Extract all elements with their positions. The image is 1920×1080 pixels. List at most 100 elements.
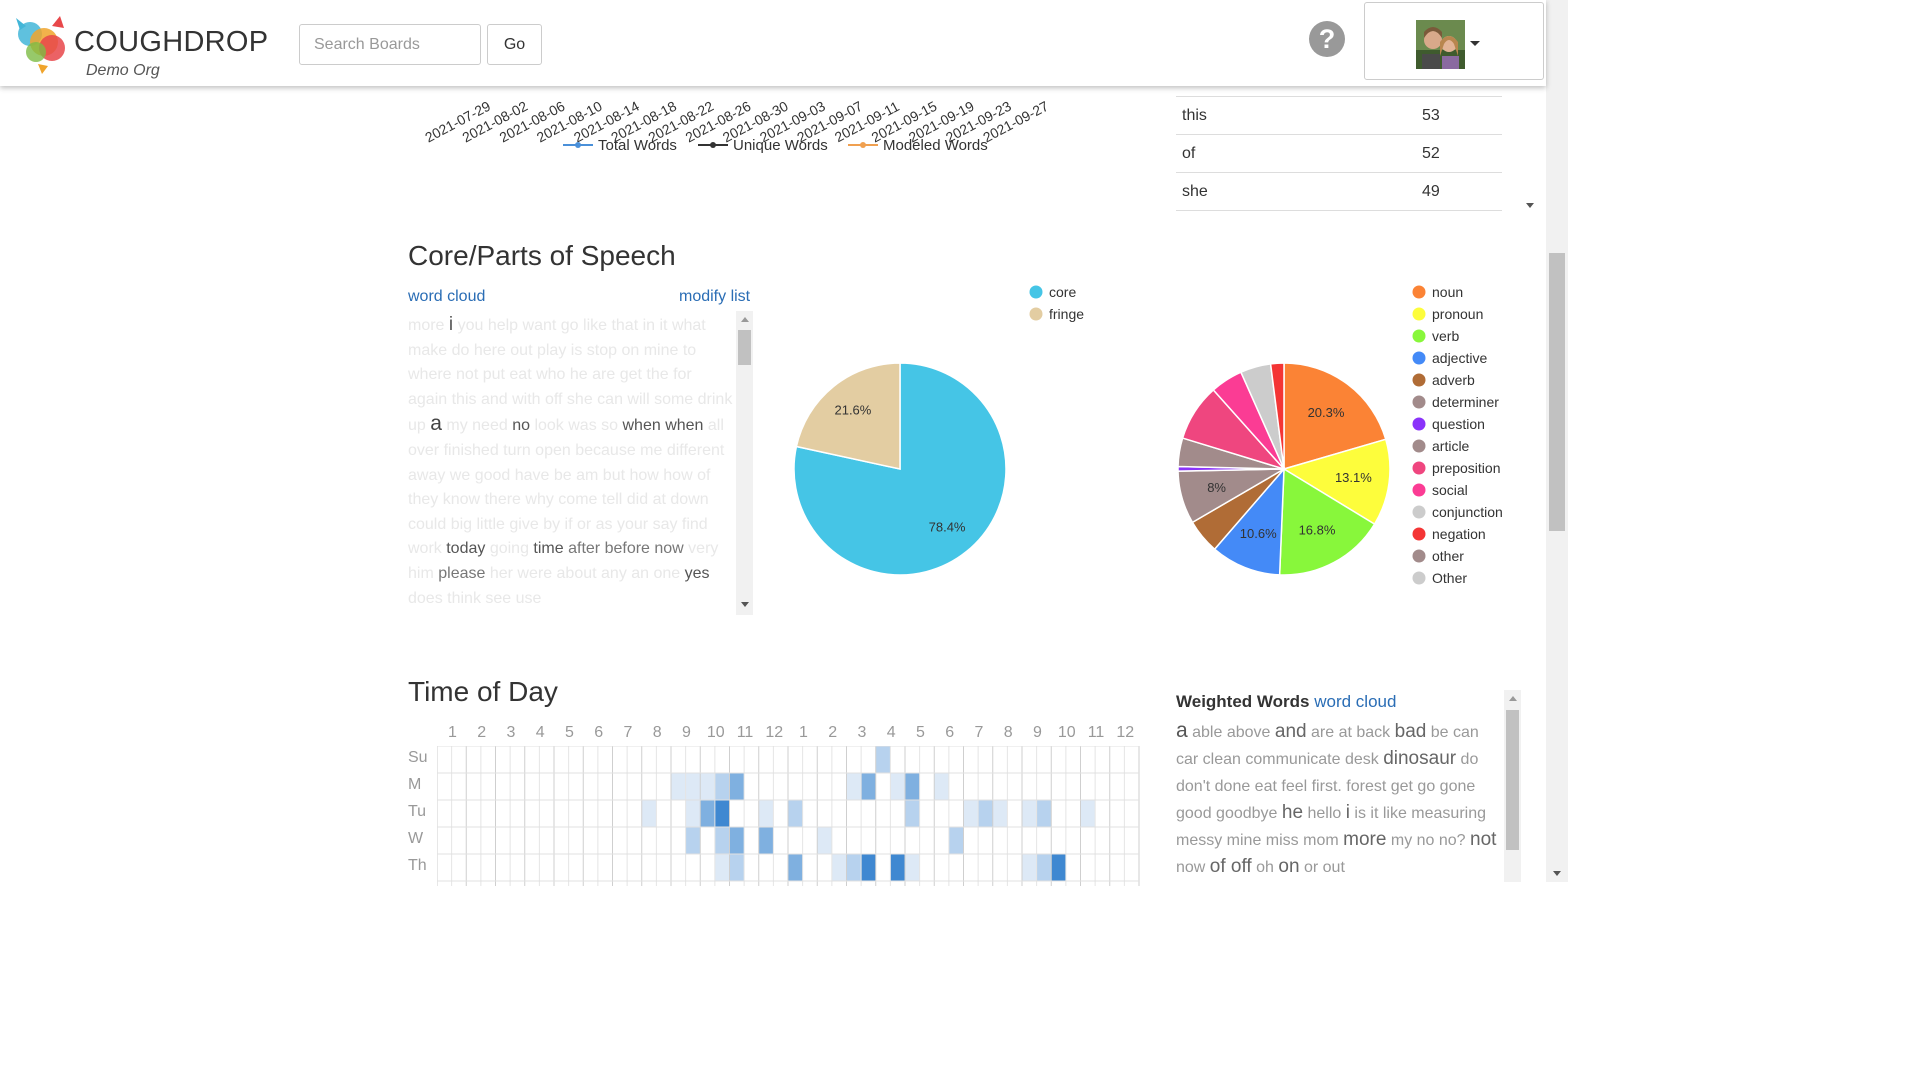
pie-slice-pronoun[interactable] xyxy=(1282,438,1391,526)
heatmap-cell[interactable] xyxy=(905,854,920,881)
cloud-scrollbar-thumb[interactable] xyxy=(738,330,751,365)
legend-core[interactable]: core xyxy=(1049,284,1076,300)
heatmap-cell[interactable] xyxy=(905,800,920,827)
heatmap-cell[interactable] xyxy=(700,773,715,800)
hour-label: 12 xyxy=(1116,724,1135,741)
heatmap-cell[interactable] xyxy=(758,827,774,854)
heatmap-cell[interactable] xyxy=(729,854,745,881)
legend-label[interactable]: Total Words xyxy=(598,137,677,154)
heatmap-cell[interactable] xyxy=(1080,800,1096,827)
legend-label[interactable]: Modeled Words xyxy=(883,137,988,154)
pie-slice-fringe[interactable] xyxy=(795,362,901,470)
legend-other[interactable]: Other xyxy=(1432,570,1467,586)
day-label: Tu xyxy=(408,803,427,820)
legend-label[interactable]: Unique Words xyxy=(733,137,828,154)
heatmap-cell[interactable] xyxy=(861,854,876,881)
question-circle-icon[interactable]: ? xyxy=(1309,21,1345,57)
pie-slice-adjective[interactable] xyxy=(1213,466,1285,576)
heatmap-cell[interactable] xyxy=(963,800,979,827)
legend-adjective[interactable]: adjective xyxy=(1432,350,1487,366)
heatmap-cell[interactable] xyxy=(714,827,730,854)
heatmap-cell[interactable] xyxy=(1022,854,1037,881)
heatmap-cell[interactable] xyxy=(714,800,730,827)
pie-slice-verb[interactable] xyxy=(1278,467,1376,576)
legend-preposition[interactable]: preposition xyxy=(1432,460,1501,476)
weighted-scroll-up-icon[interactable] xyxy=(1509,696,1517,701)
heatmap-cell[interactable] xyxy=(685,800,701,827)
hour-label: 7 xyxy=(974,724,984,741)
pie-slice-label: 13.1% xyxy=(1335,470,1372,485)
page-scrollbar-thumb[interactable] xyxy=(1549,253,1565,531)
cloud-scrollbar[interactable] xyxy=(736,311,753,615)
heatmap-cell[interactable] xyxy=(846,773,862,800)
hour-label: 9 xyxy=(682,724,691,741)
hour-label: 10 xyxy=(706,724,725,741)
heatmap-cell[interactable] xyxy=(890,773,905,800)
heatmap-cell[interactable] xyxy=(1051,854,1066,881)
parts-of-speech-pie-chart: 20.3% 13.1% 16.8% 10.6% 8% noun pronoun verb adj… xyxy=(1177,284,1503,586)
heatmap-cell[interactable] xyxy=(1036,800,1052,827)
heatmap-cell[interactable] xyxy=(729,827,745,854)
cloud-scroll-up-icon[interactable] xyxy=(741,317,749,322)
modify-list-link[interactable]: modify list xyxy=(679,288,751,305)
scroll-down-arrow-icon[interactable] xyxy=(1553,871,1561,876)
table-scrollbar[interactable] xyxy=(1520,86,1540,214)
heatmap-cell[interactable] xyxy=(817,827,832,854)
day-label: M xyxy=(408,776,422,793)
table-row: of 52 xyxy=(1176,135,1502,173)
heatmap-cell[interactable] xyxy=(729,773,745,800)
legend-noun[interactable]: noun xyxy=(1432,284,1463,300)
word-cell: she xyxy=(1182,183,1208,200)
user-menu-button[interactable] xyxy=(1364,2,1544,80)
heatmap-cell[interactable] xyxy=(905,773,920,800)
legend-question[interactable]: question xyxy=(1432,416,1485,432)
heatmap-cell[interactable] xyxy=(992,800,1008,827)
heatmap-cell[interactable] xyxy=(978,800,993,827)
heatmap-cell[interactable] xyxy=(1022,800,1037,827)
heatmap-cell[interactable] xyxy=(934,773,949,800)
chevron-down-icon[interactable] xyxy=(1470,41,1480,46)
search-boards-input[interactable] xyxy=(299,24,481,65)
heatmap-cell[interactable] xyxy=(861,773,876,800)
legend-dot xyxy=(1029,285,1043,299)
pie-slice-negation[interactable] xyxy=(1269,362,1285,470)
heatmap-cell[interactable] xyxy=(875,746,891,773)
heatmap-cell[interactable] xyxy=(641,800,657,827)
weighted-scrollbar-thumb[interactable] xyxy=(1506,710,1519,850)
heatmap-cell[interactable] xyxy=(714,773,730,800)
heatmap-cell[interactable] xyxy=(700,800,715,827)
legend-pronoun[interactable]: pronoun xyxy=(1432,306,1483,322)
count-cell: 52 xyxy=(1422,145,1440,162)
heatmap-cell[interactable] xyxy=(685,773,701,800)
cloud-scroll-down-icon[interactable] xyxy=(741,602,749,607)
legend-fringe[interactable]: fringe xyxy=(1049,306,1084,322)
heatmap-cell[interactable] xyxy=(846,854,862,881)
legend-negation[interactable]: negation xyxy=(1432,526,1486,542)
word-cloud-link[interactable]: word cloud xyxy=(408,288,486,305)
hour-label: 12 xyxy=(765,724,784,741)
heatmap-cell[interactable] xyxy=(948,827,964,854)
heatmap-cell[interactable] xyxy=(1036,854,1052,881)
legend-determiner[interactable]: determiner xyxy=(1432,394,1499,410)
legend-other[interactable]: other xyxy=(1432,548,1464,564)
heatmap-cell[interactable] xyxy=(671,773,686,800)
heatmap-cell[interactable] xyxy=(788,854,803,881)
legend-adverb[interactable]: adverb xyxy=(1432,372,1475,388)
legend-social[interactable]: social xyxy=(1432,482,1468,498)
heatmap-cell[interactable] xyxy=(788,800,803,827)
coughdrop-logo-icon[interactable] xyxy=(12,12,68,74)
brand-name[interactable]: COUGHDROP xyxy=(74,26,269,58)
heatmap-cell[interactable] xyxy=(831,854,847,881)
hour-label: 2 xyxy=(828,724,838,741)
table-scroll-down-icon[interactable] xyxy=(1526,203,1534,208)
pie-slice-noun[interactable] xyxy=(1283,362,1387,470)
legend-verb[interactable]: verb xyxy=(1432,328,1459,344)
heatmap-cell[interactable] xyxy=(890,854,905,881)
weighted-word-cloud-link[interactable]: word cloud xyxy=(1314,692,1397,711)
go-button[interactable]: Go xyxy=(487,24,542,65)
heatmap-cell[interactable] xyxy=(685,827,701,854)
heatmap-cell[interactable] xyxy=(714,854,730,881)
heatmap-cell[interactable] xyxy=(758,800,774,827)
legend-article[interactable]: article xyxy=(1432,438,1470,454)
legend-conjunction[interactable]: conjunction xyxy=(1432,504,1503,520)
